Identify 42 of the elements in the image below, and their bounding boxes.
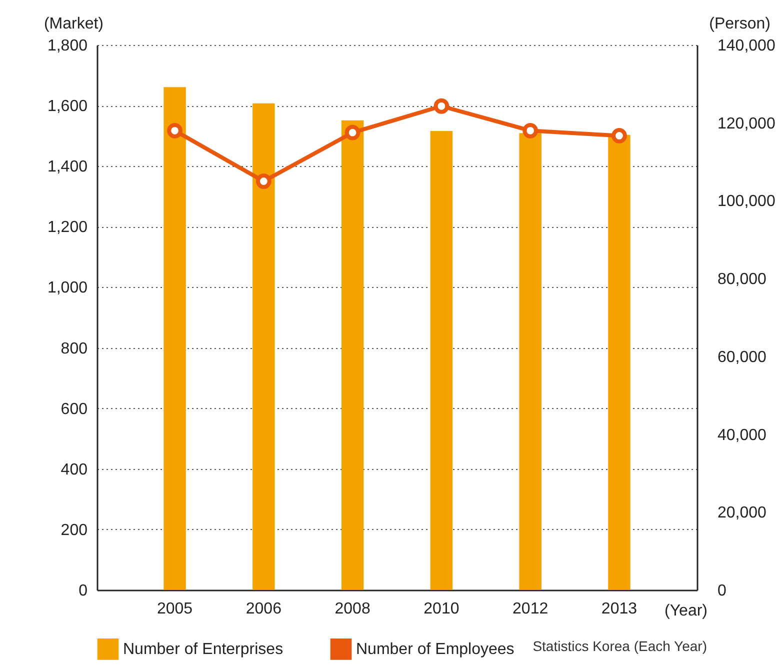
y2-tick-label: 100,000 [718,193,776,210]
y2-axis-title: (Person) [709,16,770,32]
x-tick-label: 2008 [334,600,370,618]
y-tick-label: 1,600 [47,98,88,116]
point [522,122,538,138]
bar [341,120,364,590]
y-tick-label: 600 [60,400,88,418]
x-tick-label: 2012 [512,600,548,618]
point [612,128,627,144]
y-tick-label: 200 [60,522,88,539]
x-tick-label: 2010 [424,600,460,618]
point [344,124,360,140]
y2-tick-label: 60,000 [718,348,767,366]
y-tick-label: 400 [60,461,88,478]
point [434,98,450,114]
y-tick-label: 1,800 [47,38,88,54]
y-tick-label: 1,000 [47,280,88,297]
x-axis-title: (Year) [664,602,708,620]
y2-tick-label: 140,000 [718,38,776,54]
bar [519,133,542,590]
point [167,122,182,138]
y2-tick-label: 20,000 [718,504,767,522]
legend-label: Number of Employees [356,641,514,658]
bar [430,130,453,590]
x-tick-label: 2005 [156,600,193,618]
y-tick-label: 0 [78,582,88,600]
point [256,174,272,189]
y2-tick-label: 120,000 [718,115,776,132]
legend-label: Number of Enterprises [123,641,284,658]
x-tick-label: 2006 [246,600,282,618]
y2-tick-label: 0 [718,582,726,600]
bar [608,134,630,590]
bar [164,87,186,590]
y-tick-label: 800 [60,340,88,358]
y2-tick-label: 80,000 [718,271,767,288]
y-tick-label: 1,400 [47,158,88,176]
y-axis-title: (Market) [44,16,104,32]
bar [252,103,275,590]
text: Statistics Korea (Each Year) [532,638,707,654]
x-tick-label: 2013 [601,600,638,618]
y-tick-label: 1,200 [47,219,88,236]
y2-tick-label: 40,000 [718,426,767,444]
